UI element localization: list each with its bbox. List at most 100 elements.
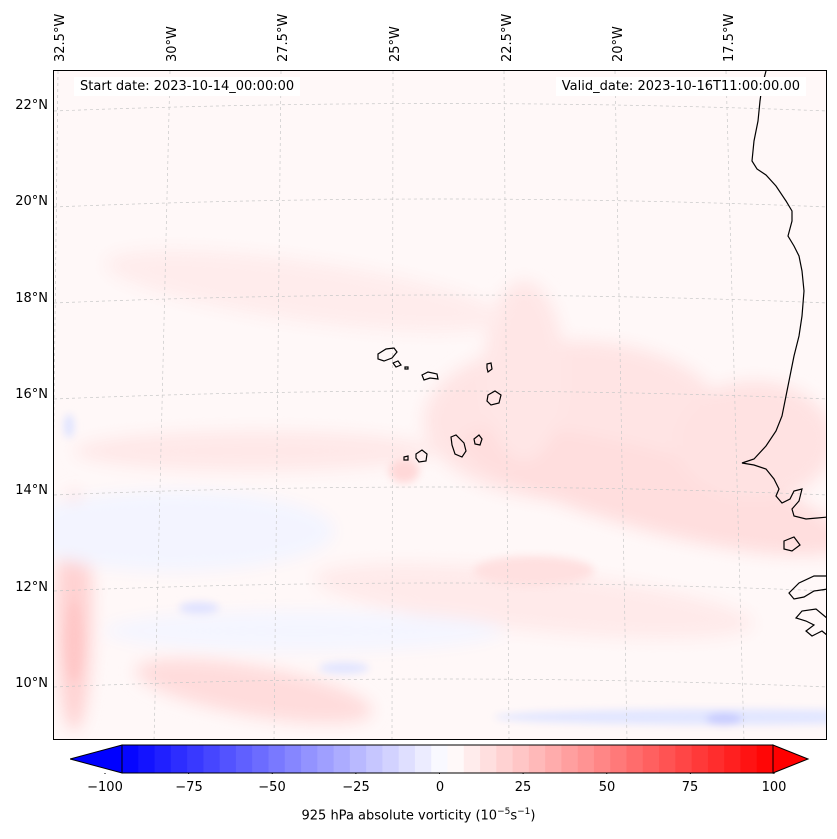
- positive-vorticity-patch: [315, 563, 753, 639]
- lon-label-22-5w: 22.5°W: [500, 13, 515, 62]
- colorbar-cell: [349, 745, 367, 773]
- colorbar-cell: [154, 745, 172, 773]
- lat-label-10n: 10°N: [15, 676, 48, 691]
- guinea-coastline: [788, 575, 826, 600]
- colorbar-cell: [707, 745, 725, 773]
- colorbar-cell: [545, 745, 563, 773]
- colorbar-tick-label: 75: [681, 780, 699, 795]
- colorbar-cell: [398, 745, 416, 773]
- island-sao-vicente: [392, 360, 402, 368]
- positive-vorticity-patch: [674, 381, 826, 501]
- vorticity-map: [54, 71, 826, 739]
- colorbar-cell: [447, 745, 465, 773]
- colorbar-tick-label: 0: [435, 780, 445, 795]
- lon-label-25w: 25°W: [388, 26, 403, 62]
- colorbar-cell: [252, 745, 270, 773]
- lat-label-12n: 12°N: [15, 580, 48, 595]
- lat-label-14n: 14°N: [15, 483, 48, 498]
- map-panel: Start date: 2023-10-14_00:00:00 Valid_da…: [53, 70, 827, 740]
- colorbar-extend-high: [772, 744, 810, 774]
- colorbar-cells: [122, 745, 774, 773]
- colorbar: [70, 744, 810, 774]
- colorbar-cell: [610, 745, 628, 773]
- colorbar-tick-label: −50: [258, 780, 286, 795]
- island-santo-antao: [377, 347, 398, 362]
- island-fogo: [415, 449, 428, 463]
- negative-vorticity-patch: [64, 414, 74, 438]
- colorbar-tick-label: −100: [87, 780, 123, 795]
- colorbar-outline: [121, 744, 774, 774]
- colorbar-extend-low: [70, 744, 123, 774]
- colorbar-cell: [268, 745, 286, 773]
- colorbar-cell: [301, 745, 318, 773]
- colorbar-label: 925 hPa absolute vorticity (10−5s−1): [301, 807, 536, 824]
- lon-label-17-5w: 17.5°W: [722, 13, 737, 62]
- colorbar-tick-marks: [104, 773, 775, 774]
- lat-label-18n: 18°N: [15, 291, 48, 306]
- colorbar-cell: [366, 745, 384, 773]
- positive-vorticity-patch: [135, 658, 373, 724]
- colorbar-cell: [675, 745, 693, 773]
- colorbar-cell: [463, 745, 481, 773]
- lon-label-32-5w: 32.5°W: [53, 13, 68, 62]
- valid-date-label: Valid_date: 2023-10-16T11:00:00.00: [555, 77, 806, 96]
- positive-vorticity-patch: [105, 250, 503, 332]
- colorbar-cell: [235, 745, 253, 773]
- colorbar-cell: [496, 745, 514, 773]
- gridlines: [54, 71, 826, 739]
- vorticity-field: [54, 250, 826, 731]
- colorbar-cell: [577, 745, 595, 773]
- negative-vorticity-patch: [54, 491, 334, 571]
- colorbar-tick-label: 25: [514, 780, 532, 795]
- lat-label-22n: 22°N: [15, 98, 48, 113]
- cape-verde-islands: [377, 347, 502, 463]
- colorbar-cell: [382, 745, 400, 773]
- colorbar-tick-label: −25: [342, 780, 370, 795]
- colorbar-cell: [724, 745, 742, 773]
- colorbar-cell: [317, 745, 335, 773]
- vorticity-field-detail: [64, 414, 826, 725]
- island-boa-vista: [486, 390, 502, 406]
- colorbar-cell: [170, 745, 188, 773]
- positive-vorticity-patch: [66, 601, 82, 681]
- negative-vorticity-patch: [319, 662, 369, 674]
- positive-vorticity-patch: [389, 459, 419, 483]
- colorbar-cell: [138, 745, 156, 773]
- island-sao-nicolau: [421, 371, 439, 381]
- negative-vorticity-patch: [104, 611, 504, 651]
- colorbar-cell: [219, 745, 237, 773]
- colorbar-cell: [593, 745, 611, 773]
- colorbar-cell: [626, 745, 644, 773]
- positive-vorticity-patch: [74, 431, 434, 471]
- gambia-coastline: [783, 536, 801, 552]
- colorbar-cell: [187, 745, 204, 773]
- lon-label-20w: 20°W: [611, 26, 626, 62]
- island-santa-luzia: [404, 366, 409, 370]
- lat-label-20n: 20°N: [15, 194, 48, 209]
- colorbar-cell: [691, 745, 709, 773]
- colorbar-cell: [528, 745, 546, 773]
- negative-vorticity-patch: [706, 713, 742, 725]
- guinea-bissau-coastline: [794, 608, 826, 637]
- lon-label-30w: 30°W: [165, 26, 180, 62]
- positive-vorticity-patch: [460, 426, 826, 556]
- colorbar-cell: [122, 745, 139, 773]
- start-date-label: Start date: 2023-10-14_00:00:00: [74, 77, 301, 96]
- colorbar-cell: [740, 745, 758, 773]
- lon-label-27-5w: 27.5°W: [276, 13, 291, 62]
- colorbar-cell: [756, 745, 774, 773]
- colorbar-cell: [512, 745, 530, 773]
- colorbar-cell: [642, 745, 660, 773]
- africa-coastline: [741, 71, 826, 520]
- colorbar-cell: [431, 745, 449, 773]
- island-sal: [486, 362, 493, 374]
- colorbar-tick-label: −75: [175, 780, 203, 795]
- island-santiago: [450, 434, 467, 458]
- island-brava: [403, 455, 409, 461]
- colorbar-cell: [659, 745, 676, 773]
- negative-vorticity-patch: [179, 602, 219, 614]
- island-maio: [473, 434, 483, 446]
- colorbar-cell: [414, 745, 432, 773]
- positive-vorticity-patch: [484, 281, 564, 461]
- colorbar-cell: [333, 745, 351, 773]
